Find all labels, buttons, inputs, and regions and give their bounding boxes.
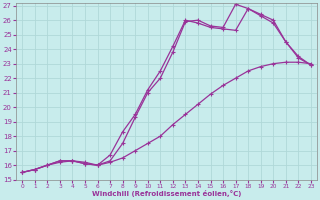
X-axis label: Windchill (Refroidissement éolien,°C): Windchill (Refroidissement éolien,°C) xyxy=(92,190,241,197)
